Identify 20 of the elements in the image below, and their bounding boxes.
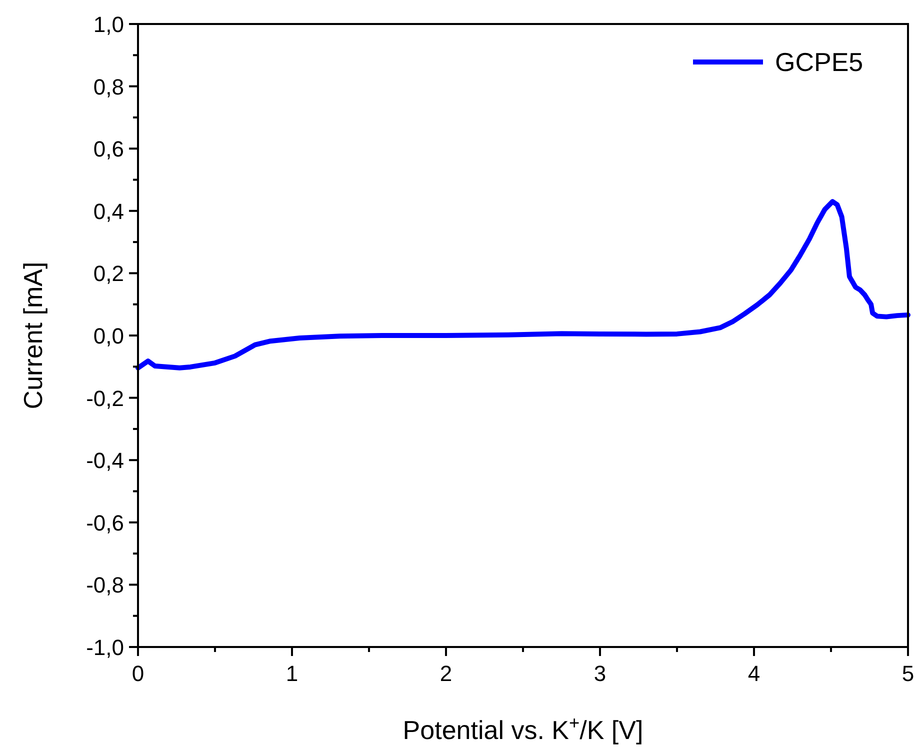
- y-tick-label: 0,6: [93, 136, 124, 162]
- y-tick-label: 0,8: [93, 74, 124, 100]
- y-tick-label: 0,0: [93, 324, 124, 348]
- y-tick-label: -1,0: [86, 635, 124, 660]
- y-tick-label: -0,6: [86, 510, 124, 536]
- x-tick-label: 3: [594, 661, 606, 686]
- legend-label: GCPE5: [775, 47, 864, 77]
- x-tick-label: 1: [286, 661, 298, 686]
- x-tick-label: 0: [132, 661, 144, 686]
- y-tick-label: 1,0: [93, 12, 124, 37]
- y-tick-label: 0,4: [93, 198, 124, 224]
- y-tick-label: -0,4: [86, 448, 124, 474]
- y-tick-label: 0,2: [93, 261, 124, 286]
- x-axis-title: Potential vs. K$^{+}$/K [V]: [402, 713, 644, 745]
- x-tick-label: 5: [902, 661, 914, 686]
- x-tick-label: 4: [748, 661, 760, 686]
- y-axis-title: Current [mA]: [18, 262, 48, 410]
- y-tick-label: -0,8: [86, 572, 124, 598]
- y-tick-label: -0,2: [86, 386, 124, 411]
- x-tick-label: 2: [440, 661, 452, 686]
